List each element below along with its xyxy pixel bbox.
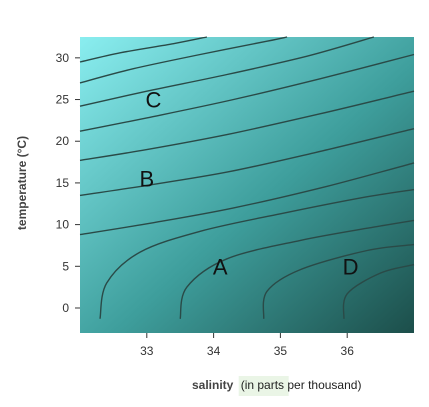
- contour-line-5: [79, 90, 415, 162]
- region-label-a: A: [213, 254, 228, 279]
- y-tick-label: 30: [56, 51, 70, 65]
- contour-line-9: [179, 219, 415, 319]
- region-labels: C B A D: [139, 88, 358, 280]
- y-tick-label: 0: [62, 301, 69, 315]
- x-tick-label: 33: [140, 344, 154, 358]
- contour-line-4: [79, 53, 415, 132]
- y-axis-title: temperature (°C): [15, 136, 29, 230]
- y-tick-label: 25: [56, 93, 70, 107]
- y-tick-label: 20: [56, 134, 70, 148]
- region-label-b: B: [139, 167, 154, 192]
- y-tick-label: 5: [62, 259, 69, 273]
- x-axis-title-text: salinity: [192, 378, 234, 392]
- contour-line-10: [262, 243, 415, 319]
- x-tick-label: 36: [341, 344, 355, 358]
- contour-lines: [79, 36, 415, 319]
- contour-line-1: [79, 36, 208, 63]
- contour-line-11: [342, 263, 415, 319]
- x-axis-unit: (in parts per thousand): [241, 378, 362, 392]
- contour-line-7: [79, 162, 415, 236]
- region-label-c: C: [146, 88, 162, 113]
- y-axis: 30 25 20 15 10 5 0: [56, 51, 80, 315]
- y-tick-label: 10: [56, 218, 70, 232]
- unit-highlight: [238, 376, 289, 396]
- contour-line-3: [79, 36, 375, 107]
- contour-line-6: [79, 128, 415, 197]
- x-axis-title: salinity (in parts per thousand): [192, 378, 361, 392]
- contour-line-2: [79, 36, 288, 84]
- x-tick-label: 35: [274, 344, 288, 358]
- x-tick-label: 34: [207, 344, 221, 358]
- plot-area: [80, 37, 414, 333]
- x-axis: 33 34 35 36: [140, 333, 354, 358]
- contour-line-8: [99, 188, 415, 319]
- y-tick-label: 15: [56, 176, 70, 190]
- region-label-d: D: [343, 254, 359, 279]
